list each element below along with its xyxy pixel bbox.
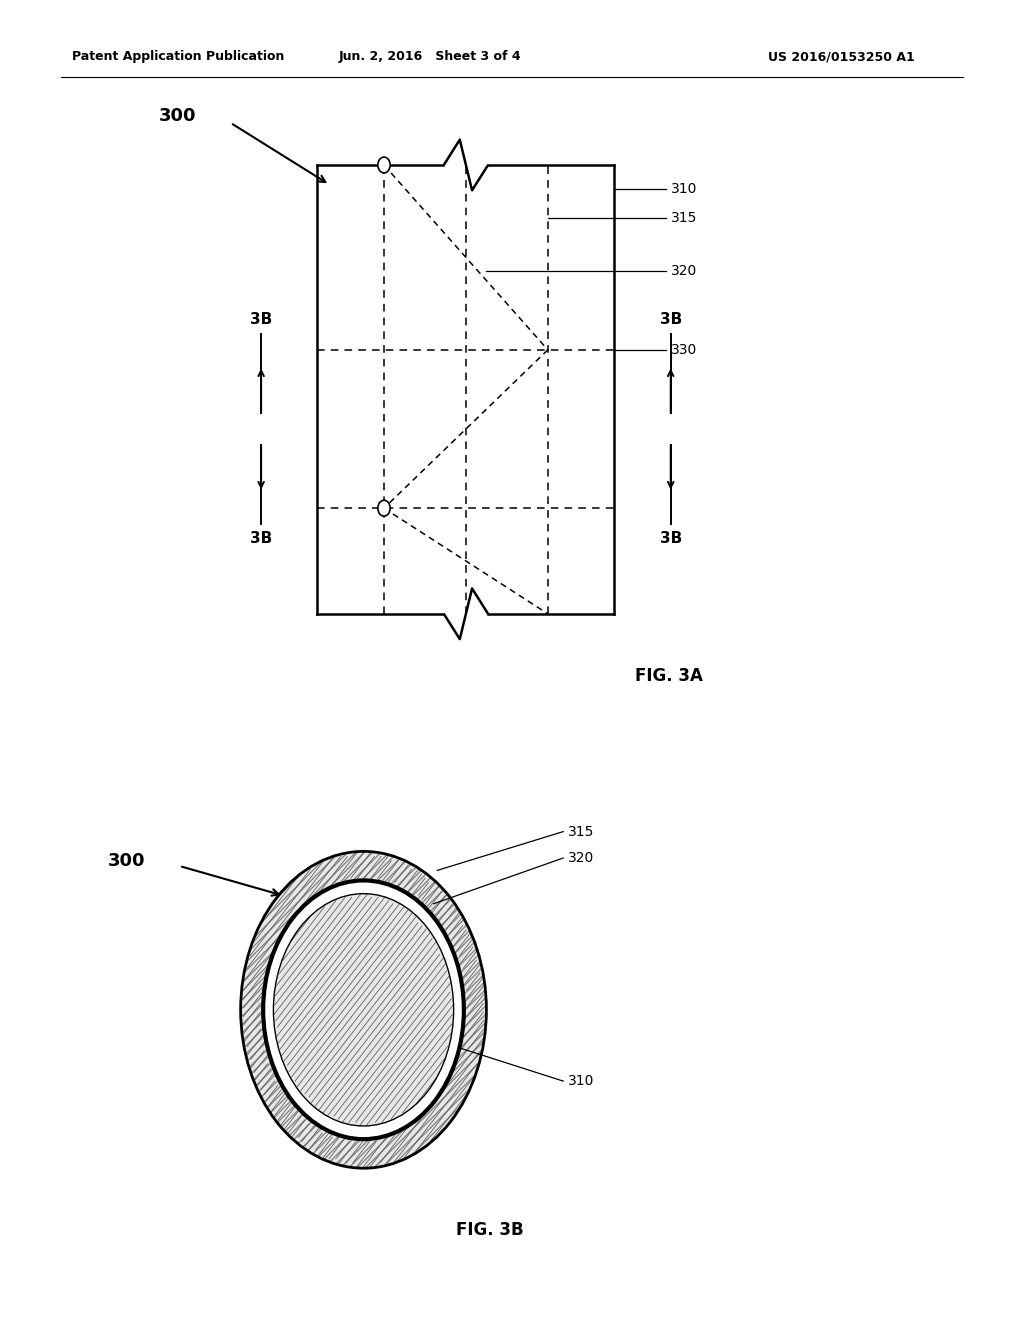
Text: 3B: 3B <box>250 531 272 545</box>
Circle shape <box>378 157 390 173</box>
Text: FIG. 3A: FIG. 3A <box>635 667 702 685</box>
Text: 300: 300 <box>108 851 145 870</box>
Text: 310: 310 <box>671 182 697 195</box>
Text: 315: 315 <box>568 825 595 838</box>
Text: 3B: 3B <box>250 313 272 327</box>
Circle shape <box>241 851 486 1168</box>
Text: 330: 330 <box>671 343 697 356</box>
Circle shape <box>378 500 390 516</box>
Text: 320: 320 <box>671 264 697 277</box>
Text: Patent Application Publication: Patent Application Publication <box>72 50 284 63</box>
Text: 310: 310 <box>568 1074 595 1088</box>
Text: 320: 320 <box>568 851 595 865</box>
Text: Jun. 2, 2016   Sheet 3 of 4: Jun. 2, 2016 Sheet 3 of 4 <box>339 50 521 63</box>
Text: 300: 300 <box>159 107 197 125</box>
Text: 315: 315 <box>671 211 697 224</box>
Text: FIG. 3B: FIG. 3B <box>456 1221 523 1239</box>
Text: US 2016/0153250 A1: US 2016/0153250 A1 <box>768 50 914 63</box>
Circle shape <box>273 894 454 1126</box>
Text: 3B: 3B <box>659 531 682 545</box>
Circle shape <box>263 880 464 1139</box>
Text: 3B: 3B <box>659 313 682 327</box>
